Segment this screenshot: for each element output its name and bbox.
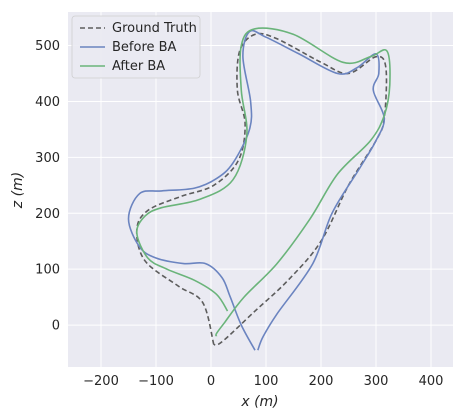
x-tick-label: 200	[309, 374, 334, 389]
y-axis-label: z (m)	[10, 172, 26, 209]
legend-label-ground-truth: Ground Truth	[112, 21, 197, 36]
x-tick-label: 300	[364, 374, 389, 389]
x-tick-label: 0	[207, 374, 215, 389]
legend-box	[71, 15, 201, 79]
y-tick-label: 400	[35, 95, 60, 110]
x-axis-label: x (m)	[240, 394, 278, 410]
x-tick-label: 100	[254, 374, 279, 389]
series-layer	[127, 27, 391, 351]
series-line-after-ba	[135, 27, 391, 337]
y-tick-label: 500	[35, 39, 60, 54]
y-tick-label: 100	[35, 263, 60, 278]
y-tick-label: 300	[35, 151, 60, 166]
grid	[68, 12, 453, 367]
x-tick-label: −200	[83, 374, 119, 389]
tick-labels: −200 −100 0 100 200 300 400 0 100 200 300 400 500	[35, 39, 443, 389]
x-tick-label: 400	[419, 374, 444, 389]
y-tick-label: 0	[52, 319, 60, 334]
series-line-before-ba	[127, 29, 386, 351]
legend-label-before-ba: Before BA	[112, 40, 177, 55]
x-tick-label: −100	[138, 374, 174, 389]
y-tick-label: 200	[35, 207, 60, 222]
legend-label-after-ba: After BA	[112, 59, 165, 74]
legend: Ground Truth Before BA After BA	[71, 15, 201, 79]
